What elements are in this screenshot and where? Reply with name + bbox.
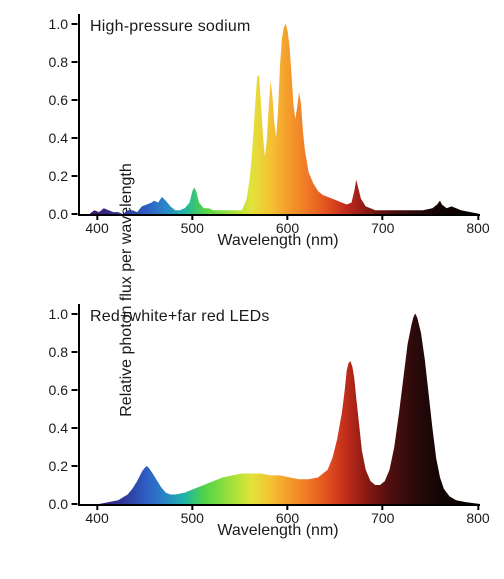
plot-area-led [78,304,480,506]
x-tick: 800 [466,510,489,526]
plot-area-hps [78,14,480,216]
spectrum-area-hps [80,24,480,214]
x-tick: 400 [85,510,108,526]
x-tick: 500 [181,220,204,236]
panel-hps-title: High-pressure sodium [90,18,251,36]
y-tick: 0.2 [49,168,68,184]
panel-hps: High-pressure sodium Wavelength (nm) 400… [78,14,478,246]
x-tick: 800 [466,220,489,236]
y-tick: 0.8 [49,54,68,70]
x-tick: 500 [181,510,204,526]
y-tick: 0.2 [49,458,68,474]
y-tick: 0.4 [49,130,68,146]
x-tick: 400 [85,220,108,236]
x-tick: 600 [276,510,299,526]
y-tick: 0.0 [49,206,68,222]
panel-led-title: Red+white+far red LEDs [90,308,270,326]
spectrum-figure: Relative photon flux per wavelength High… [0,0,504,579]
y-tick: 1.0 [49,306,68,322]
x-tick: 700 [371,220,394,236]
x-tick: 600 [276,220,299,236]
y-tick: 0.6 [49,382,68,398]
y-tick: 0.8 [49,344,68,360]
x-tick: 700 [371,510,394,526]
spectrum-area-led [80,314,480,504]
y-tick: 1.0 [49,16,68,32]
y-tick: 0.6 [49,92,68,108]
y-tick: 0.0 [49,496,68,512]
y-tick: 0.4 [49,420,68,436]
panel-led: Red+white+far red LEDs Wavelength (nm) 4… [78,304,478,536]
